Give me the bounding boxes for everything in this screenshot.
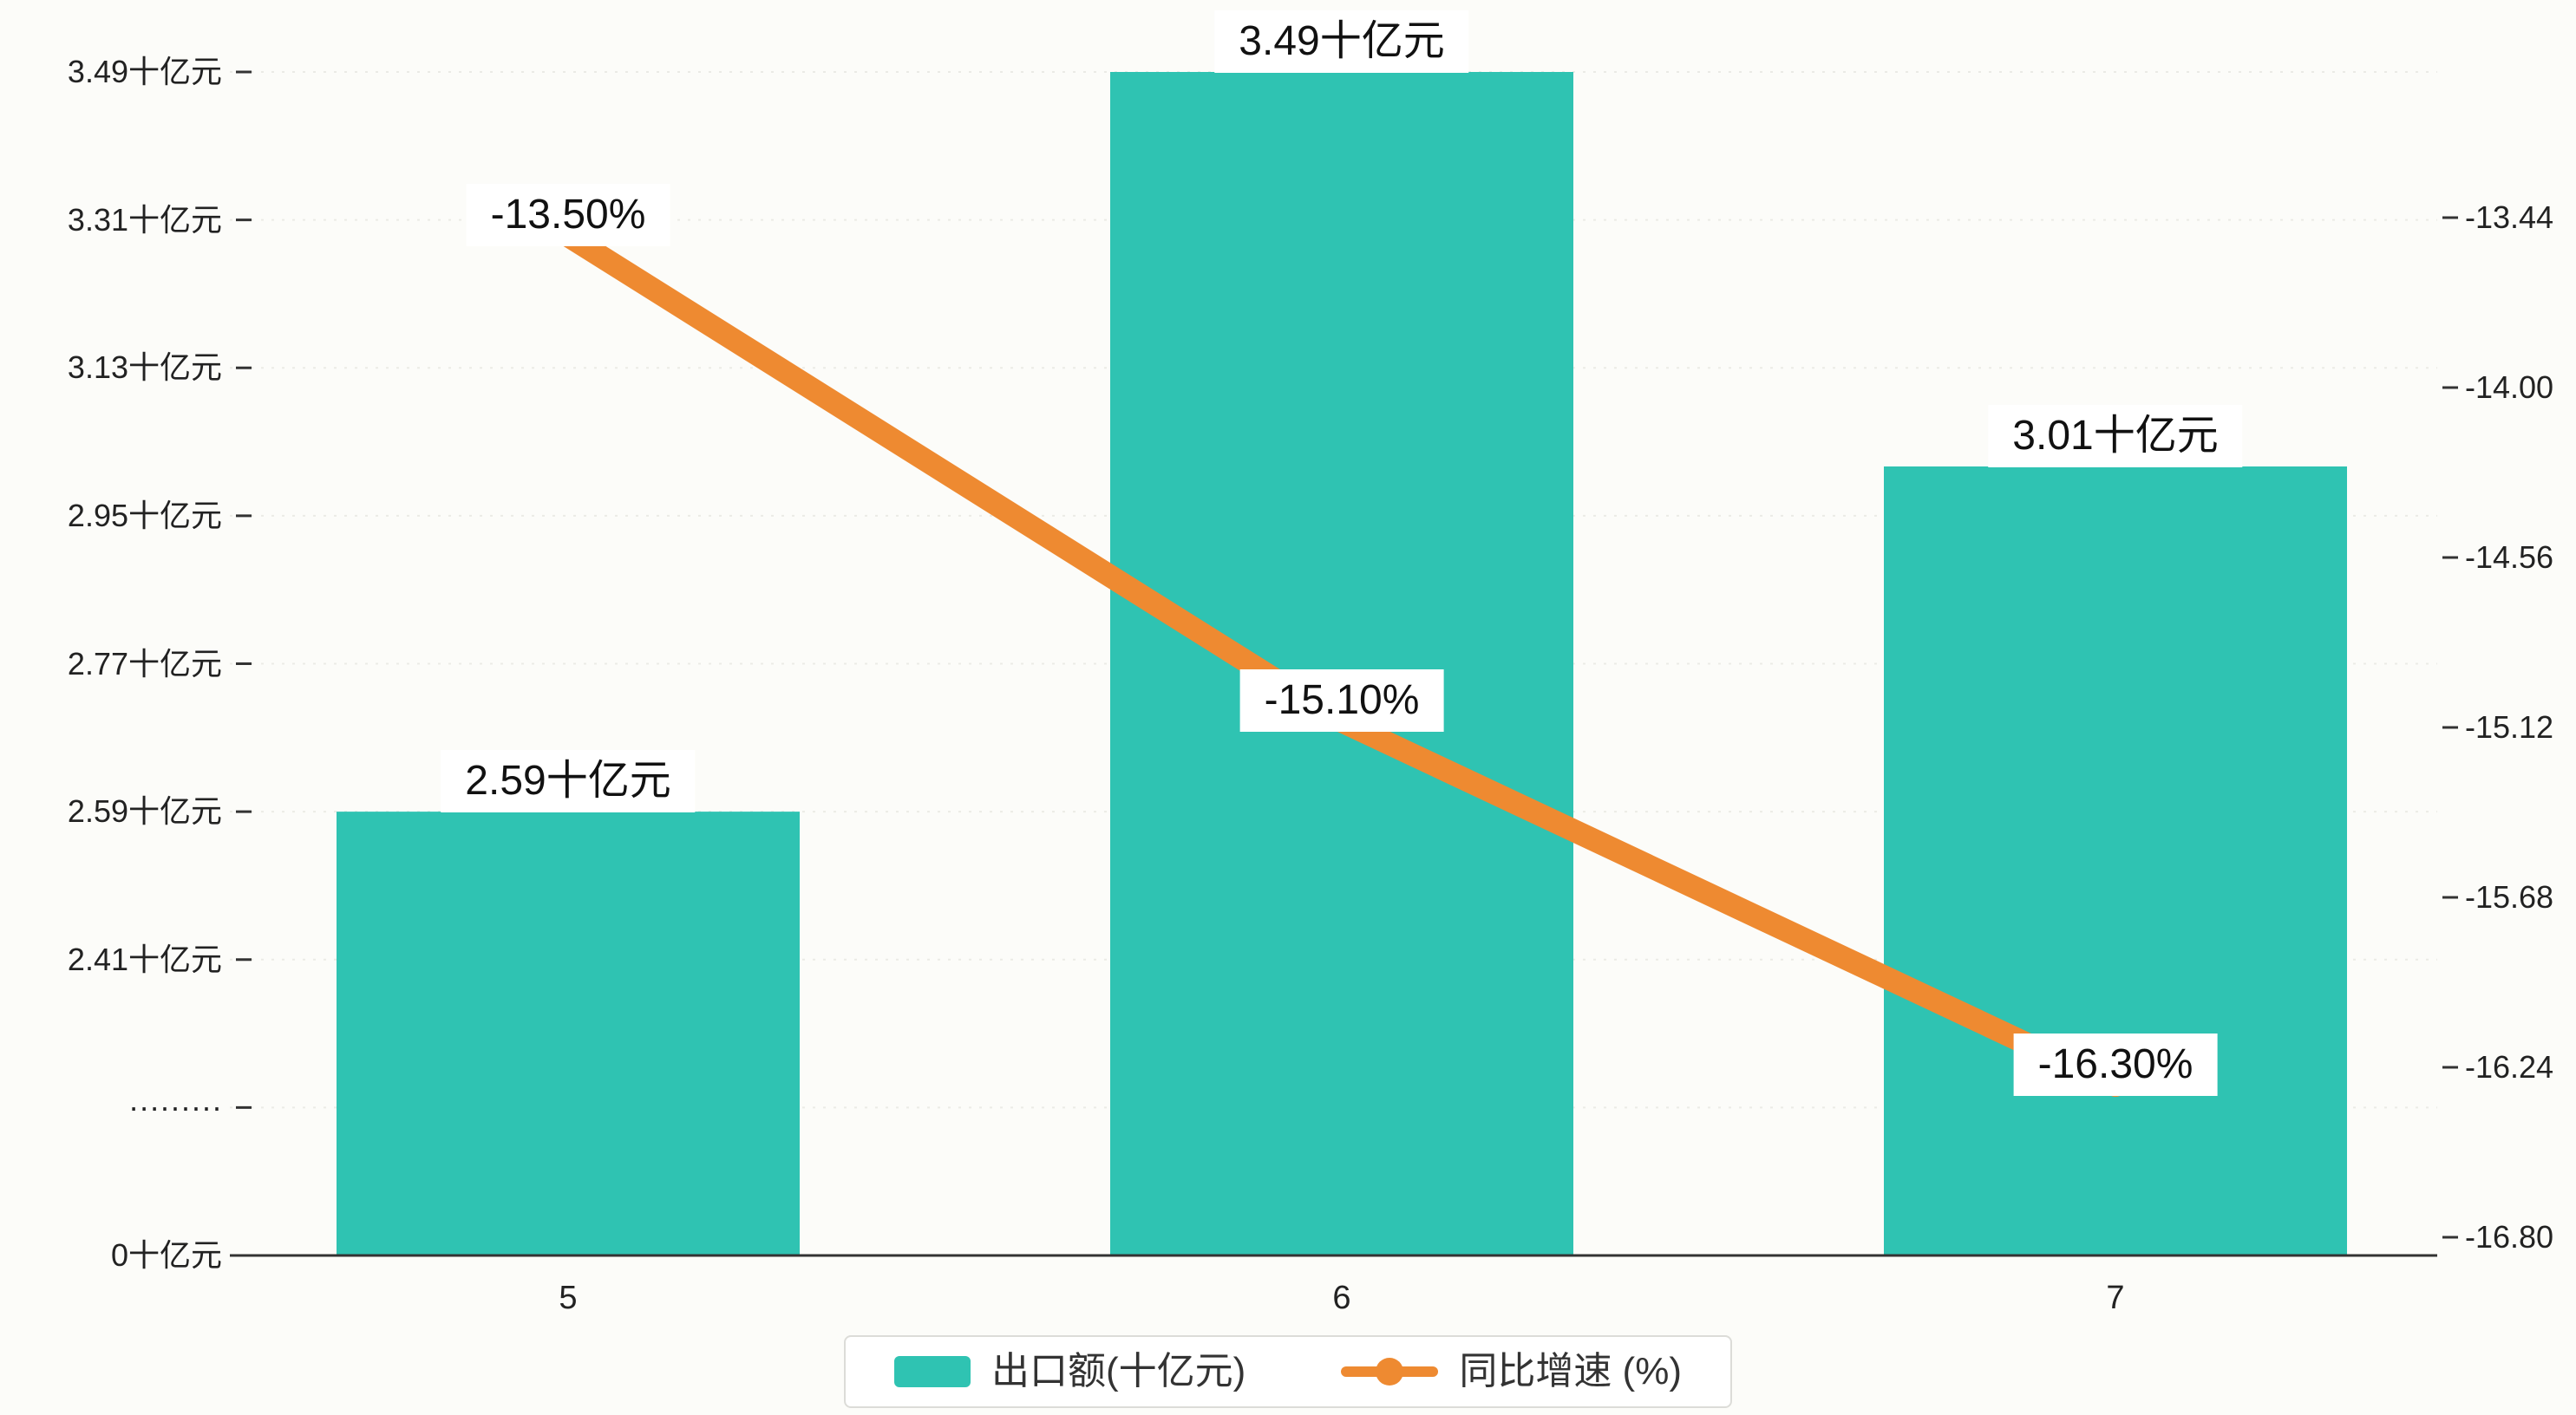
legend-item-growth-rate[interactable]: 同比增速 (%) [1341,1349,1682,1394]
bar-series-swatch-icon [894,1356,971,1387]
legend-label-export-amount: 出口额(十亿元) [991,1350,1246,1392]
bar-5 [337,812,800,1255]
legend: 出口额(十亿元) 同比增速 (%) [844,1335,1732,1408]
legend-label-growth-rate: 同比增速 (%) [1459,1350,1682,1392]
bar-6 [1110,72,1573,1255]
legend-item-export-amount[interactable]: 出口额(十亿元) [894,1349,1246,1394]
line-series-swatch-icon [1341,1358,1439,1386]
bar-7 [1884,466,2347,1255]
line-series-dot-icon [1376,1358,1404,1386]
